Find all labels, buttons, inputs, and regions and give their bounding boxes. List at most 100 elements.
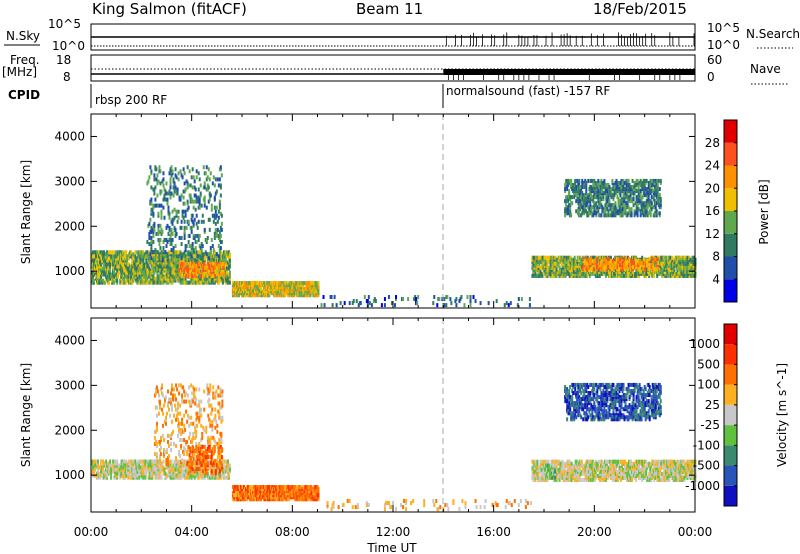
range-gate-cell xyxy=(161,179,164,184)
range-gate-cell xyxy=(114,473,117,478)
range-gate-cell xyxy=(610,267,613,272)
range-gate-cell xyxy=(108,262,111,267)
range-gate-cell xyxy=(676,267,679,272)
range-gate-cell xyxy=(654,205,657,210)
range-gate-cell xyxy=(174,266,177,271)
range-gate-cell xyxy=(214,263,217,268)
range-gate-cell xyxy=(268,289,271,294)
range-gate-cell xyxy=(138,461,141,466)
range-gate-cell xyxy=(174,463,177,468)
range-gate-cell xyxy=(558,273,561,278)
range-gate-cell xyxy=(275,283,278,288)
range-gate-cell xyxy=(120,278,123,283)
range-gate-cell xyxy=(169,475,172,480)
range-gate-cell xyxy=(219,271,222,276)
range-gate-cell xyxy=(144,254,147,259)
range-gate-cell xyxy=(174,467,177,472)
range-gate-cell xyxy=(564,189,567,194)
range-gate-cell xyxy=(641,263,644,268)
range-gate-cell xyxy=(536,255,539,260)
range-gate-cell xyxy=(179,473,182,478)
range-gate-cell xyxy=(617,259,620,264)
range-gate-cell xyxy=(239,291,242,296)
range-gate-cell xyxy=(179,225,182,230)
range-gate-cell xyxy=(175,473,178,478)
range-gate-cell xyxy=(445,303,448,308)
range-gate-cell xyxy=(570,273,573,278)
range-gate-cell xyxy=(114,266,117,271)
range-gate-cell xyxy=(243,281,246,286)
range-gate-cell xyxy=(120,459,123,464)
range-gate-cell xyxy=(596,265,599,270)
range-gate-cell xyxy=(304,291,307,296)
range-gate-cell xyxy=(152,270,155,275)
range-gate-cell xyxy=(224,252,227,257)
range-gate-cell xyxy=(636,195,639,200)
range-gate-cell xyxy=(137,260,140,265)
range-gate-cell xyxy=(283,289,286,294)
range-gate-cell xyxy=(647,180,650,185)
range-gate-cell xyxy=(137,459,140,464)
range-gate-cell xyxy=(210,203,213,208)
range-gate-cell xyxy=(111,272,114,277)
range-gate-cell xyxy=(659,257,662,262)
range-gate-cell xyxy=(638,189,641,194)
range-gate-cell xyxy=(638,267,641,272)
range-gate-cell xyxy=(596,205,599,210)
range-gate-cell xyxy=(225,278,228,283)
range-gate-cell xyxy=(194,271,197,276)
range-gate-cell xyxy=(148,459,151,464)
range-gate-cell xyxy=(681,271,684,276)
range-gate-cell xyxy=(128,461,131,466)
range-gate-cell xyxy=(263,287,266,292)
range-gate-cell xyxy=(118,262,121,267)
range-gate-cell xyxy=(637,184,640,189)
range-gate-cell xyxy=(546,271,549,276)
range-gate-cell xyxy=(293,289,296,294)
range-gate-cell xyxy=(247,281,250,286)
range-gate-cell xyxy=(642,191,645,196)
range-gate-cell xyxy=(210,261,213,266)
range-gate-cell xyxy=(123,252,126,257)
range-gate-cell xyxy=(645,191,648,196)
range-gate-cell xyxy=(206,280,209,285)
range-gate-cell xyxy=(212,276,215,281)
range-gate-cell xyxy=(128,280,131,285)
range-gate-cell xyxy=(573,263,576,268)
range-gate-cell xyxy=(275,293,278,298)
range-gate-cell xyxy=(309,283,312,288)
range-gate-cell xyxy=(221,263,224,268)
range-gate-cell xyxy=(164,473,167,478)
range-gate-cell xyxy=(146,276,149,281)
range-gate-cell xyxy=(120,258,123,263)
range-gate-cell xyxy=(609,213,612,218)
range-gate-cell xyxy=(559,269,562,274)
range-gate-cell xyxy=(163,187,166,192)
range-gate-cell xyxy=(595,180,598,185)
range-gate-cell xyxy=(574,182,577,187)
range-gate-cell xyxy=(618,187,621,192)
range-gate-cell xyxy=(112,254,115,259)
range-gate-cell xyxy=(120,463,123,468)
range-gate-cell xyxy=(156,270,159,275)
range-gate-cell xyxy=(107,463,110,468)
range-gate-cell xyxy=(160,189,163,194)
range-gate-cell xyxy=(199,246,202,251)
range-gate-cell xyxy=(257,287,260,292)
range-gate-cell xyxy=(272,281,275,286)
range-gate-cell xyxy=(93,278,96,283)
range-gate-cell xyxy=(655,201,658,206)
range-gate-cell xyxy=(607,209,610,214)
range-gate-cell xyxy=(139,467,142,472)
range-gate-cell xyxy=(577,187,580,192)
range-gate-cell xyxy=(656,257,659,262)
range-gate-cell xyxy=(615,207,618,212)
range-gate-cell xyxy=(206,235,209,240)
range-gate-cell xyxy=(190,217,193,222)
range-gate-cell xyxy=(614,269,617,274)
range-gate-cell xyxy=(157,250,160,255)
range-gate-cell xyxy=(630,187,633,192)
range-gate-cell xyxy=(97,465,100,470)
range-gate-cell xyxy=(144,461,147,466)
